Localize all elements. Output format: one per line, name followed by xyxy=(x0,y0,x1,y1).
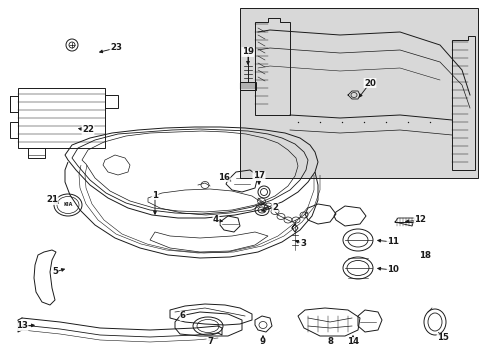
Text: 15: 15 xyxy=(436,333,448,342)
Text: 18: 18 xyxy=(418,252,430,261)
Text: 11: 11 xyxy=(386,238,398,247)
Text: 20: 20 xyxy=(364,78,375,87)
Text: 8: 8 xyxy=(326,338,332,346)
Text: KIA: KIA xyxy=(63,202,73,207)
Bar xyxy=(240,8,477,178)
Text: 2: 2 xyxy=(271,202,278,211)
Text: 22: 22 xyxy=(82,126,94,135)
Text: 14: 14 xyxy=(346,338,358,346)
Text: 1: 1 xyxy=(152,190,158,199)
Text: 19: 19 xyxy=(242,48,253,57)
Text: 4: 4 xyxy=(212,216,219,225)
Text: 6: 6 xyxy=(180,311,185,320)
Text: 12: 12 xyxy=(413,216,425,225)
Text: 3: 3 xyxy=(299,238,305,248)
Text: 16: 16 xyxy=(218,172,229,181)
Text: 9: 9 xyxy=(260,338,265,346)
Text: 10: 10 xyxy=(386,266,398,274)
Text: 21: 21 xyxy=(46,195,58,204)
Text: 13: 13 xyxy=(16,321,28,330)
Text: 23: 23 xyxy=(110,44,122,53)
Text: 17: 17 xyxy=(252,171,264,180)
Text: 7: 7 xyxy=(206,338,213,346)
Text: 5: 5 xyxy=(52,267,58,276)
